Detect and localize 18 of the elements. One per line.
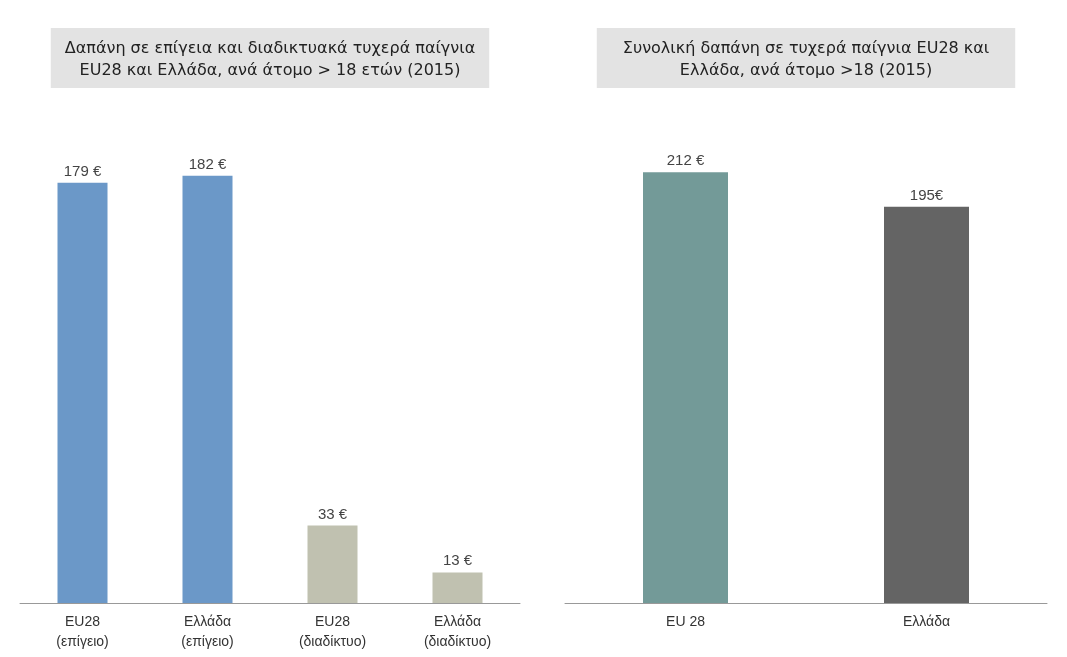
data-label: 13 € xyxy=(442,551,473,569)
bar xyxy=(432,572,483,603)
x-tick-label: Ελλάδα xyxy=(902,613,951,629)
data-label: 33 € xyxy=(317,504,348,522)
data-label: 195€ xyxy=(909,185,944,203)
bar xyxy=(57,182,108,603)
data-label: 212 € xyxy=(666,151,705,169)
data-label: 182 € xyxy=(188,154,227,172)
data-label: 179 € xyxy=(63,161,102,179)
x-tick-label: Ελλάδα (διαδίκτυο) xyxy=(423,613,492,649)
x-tick-label: EU28 (επίγειο) xyxy=(56,613,109,649)
x-tick-label: EU 28 xyxy=(666,613,706,629)
bar xyxy=(307,525,358,603)
x-tick-label: EU28 (διαδίκτυο) xyxy=(298,613,367,649)
chart-title: Δαπάνη σε επίγεια και διαδικτυακά τυχερά παίγνια EU28 και Ελλάδα, ανά άτομο > 18 ετών (2015) xyxy=(64,37,476,79)
chart-title: Συνολική δαπάνη σε τυχερά παίγνια EU28 και Ελλάδα, ανά άτομο >18 (2015) xyxy=(622,37,990,79)
bar xyxy=(182,175,233,603)
x-tick-label: Ελλάδα (επίγειο) xyxy=(181,613,234,649)
